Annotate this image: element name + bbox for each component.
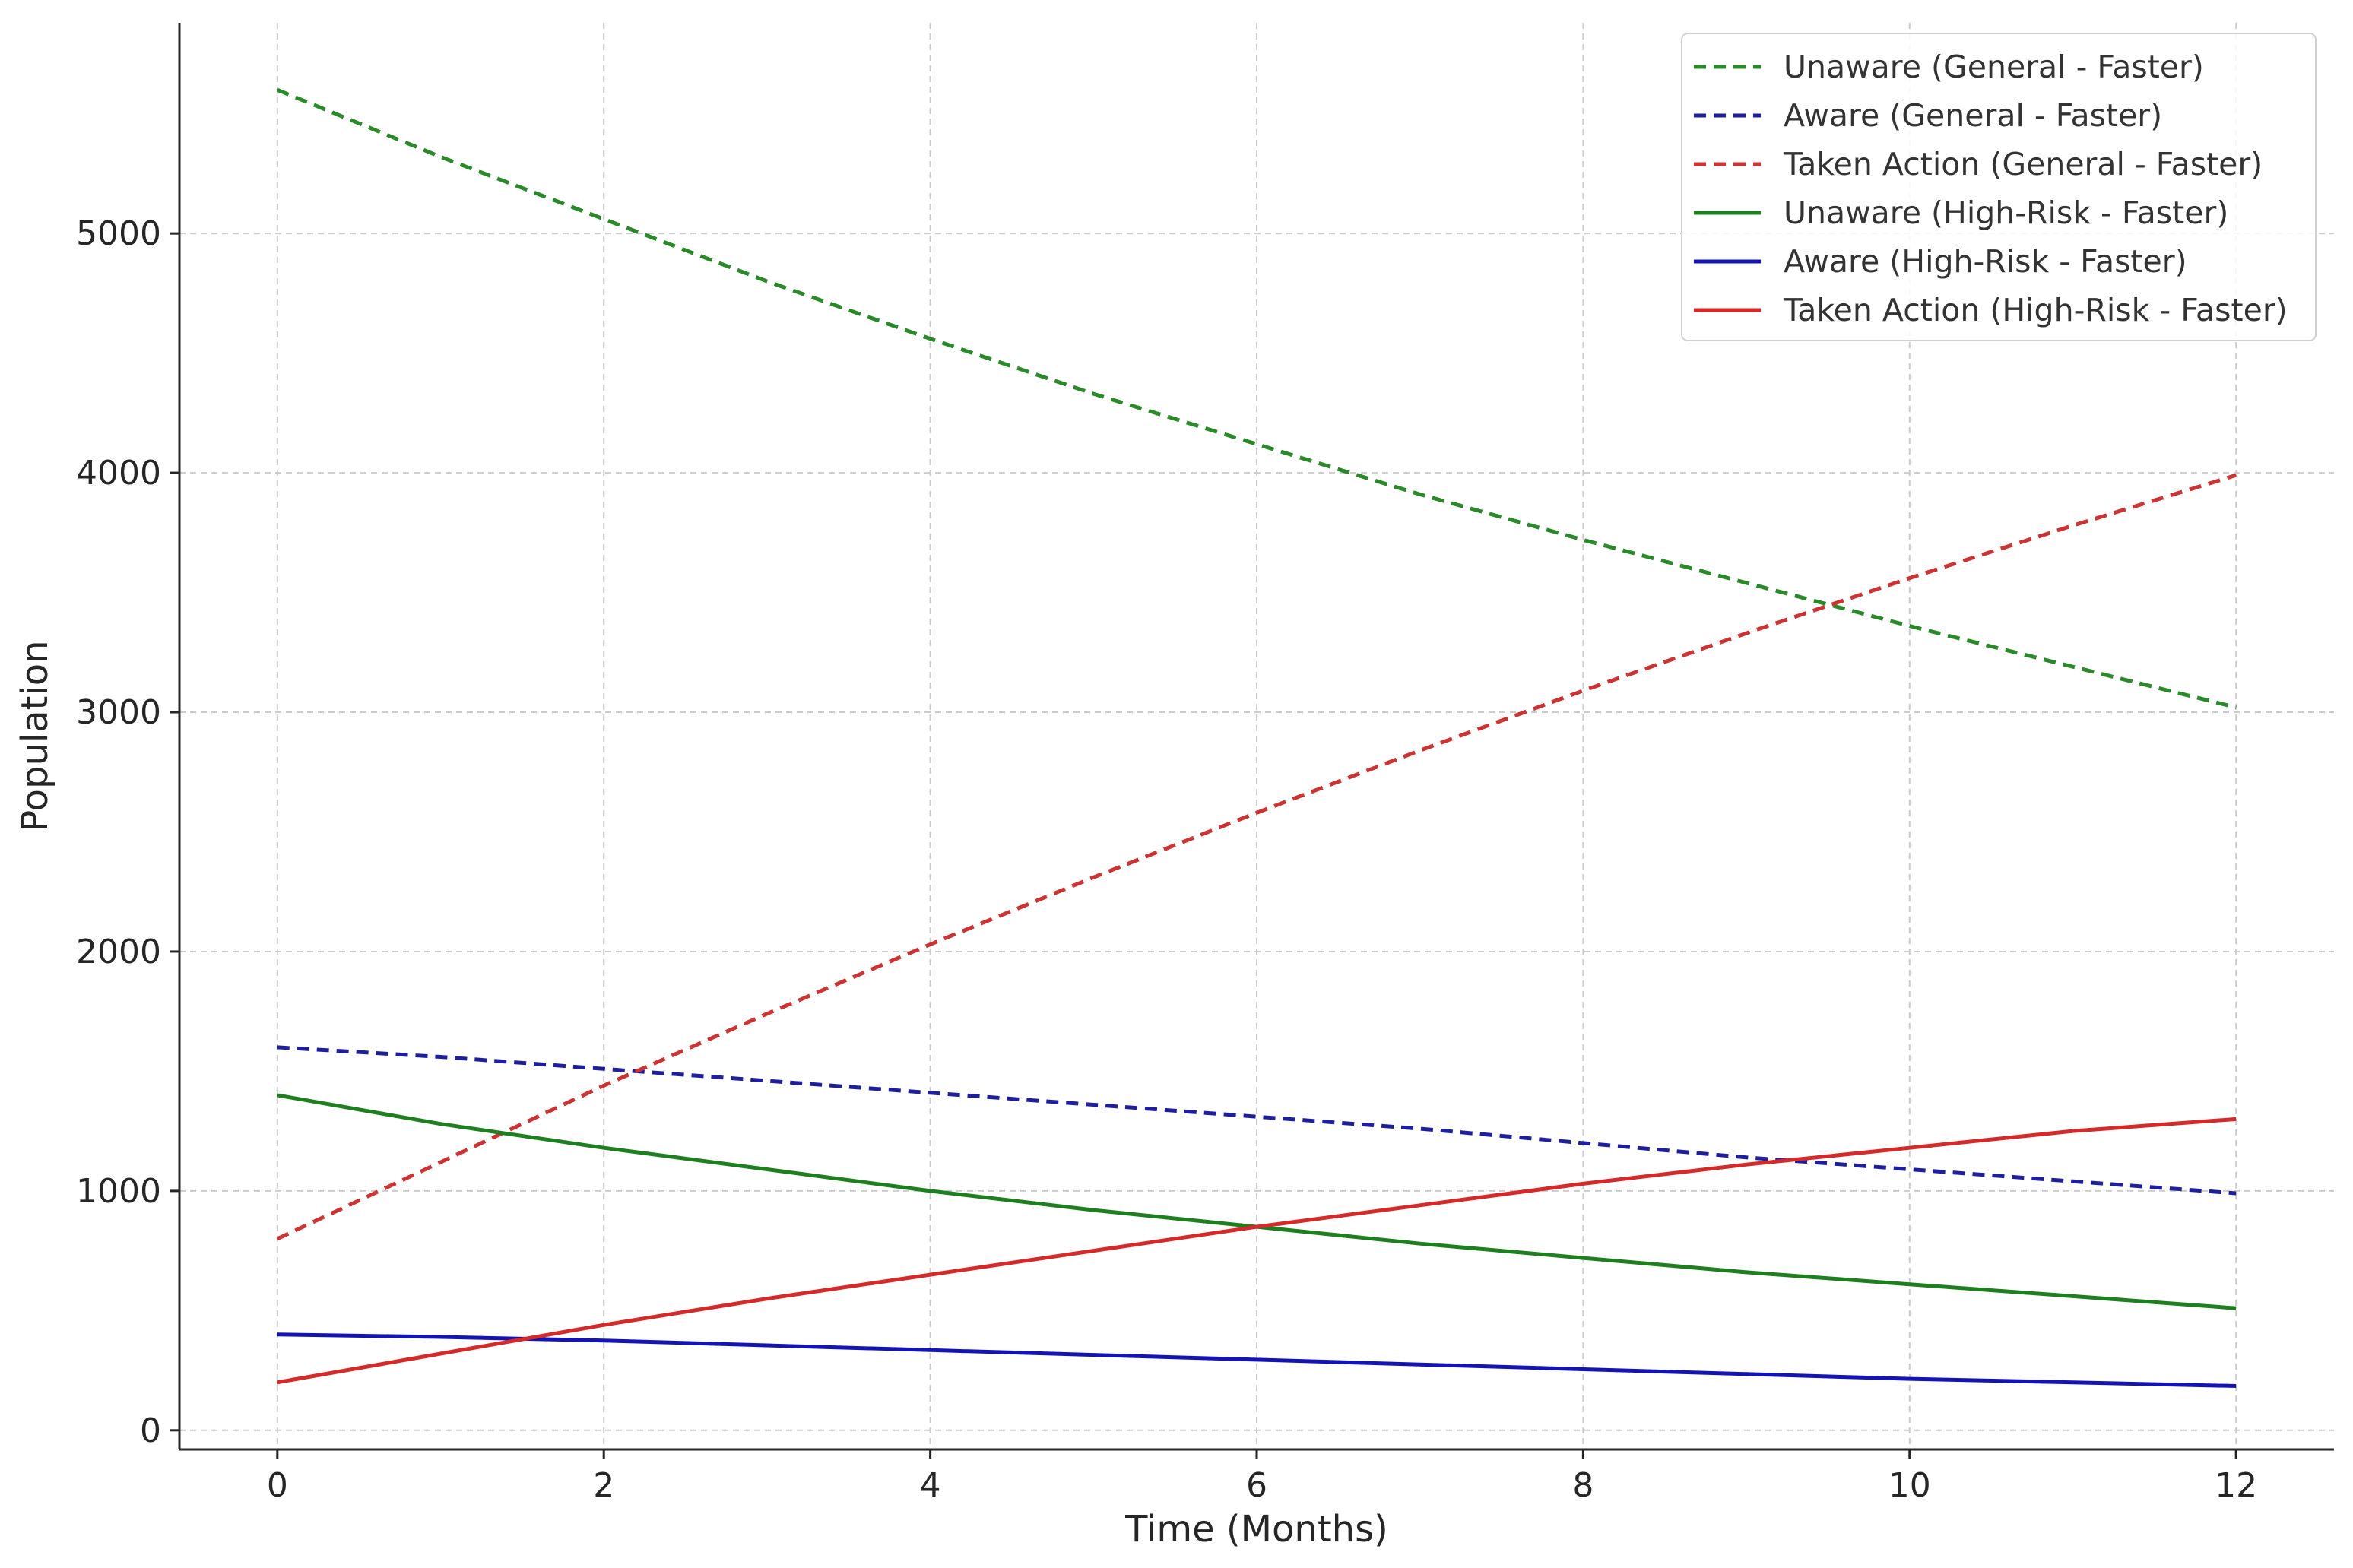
y-tick-label-3: 3000 [76,693,161,732]
x-tick-label-2: 4 [920,1466,941,1505]
legend-label-1: Aware (General - Faster) [1784,97,2162,134]
series-line-0 [276,87,2237,710]
legend-label-2: Taken Action (General - Faster) [1783,146,2263,182]
x-tick-label-0: 0 [267,1466,288,1505]
y-tick-label-1: 1000 [76,1172,161,1211]
x-tick-label-4: 8 [1572,1466,1594,1505]
x-tick-label-3: 6 [1246,1466,1267,1505]
series-line-3 [277,1093,2237,1310]
legend-label-4: Aware (High-Risk - Faster) [1784,243,2187,280]
x-tick-label-6: 12 [2215,1466,2257,1505]
series-line-4 [277,1332,2237,1388]
y-tick-label-2: 2000 [76,933,161,971]
x-axis-label: Time (Months) [1124,1508,1388,1551]
legend-label-3: Unaware (High-Risk - Faster) [1784,195,2228,231]
y-tick-label-0: 0 [140,1411,161,1450]
series-lines [276,87,2237,1388]
y-tick-label-5: 5000 [76,214,161,253]
y-axis-ticks: 0 1000 2000 3000 4000 5000 [76,214,179,1450]
legend-label-5: Taken Action (High-Risk - Faster) [1783,292,2288,328]
grid [179,23,2334,1449]
x-tick-label-5: 10 [1888,1466,1931,1505]
legend-label-0: Unaware (General - Faster) [1784,49,2204,85]
series-line-5 [277,1117,2237,1385]
y-tick-label-4: 4000 [76,454,161,493]
series-line-1 [277,1045,2237,1196]
series-line-2 [276,473,2237,1241]
y-axis-label: Population [14,640,56,832]
x-tick-label-1: 2 [593,1466,614,1505]
x-axis-ticks: 0 2 4 6 8 10 12 [267,1449,2257,1505]
legend-items: Unaware (General - Faster) Aware (General… [1694,49,2288,328]
legend: Unaware (General - Faster) Aware (General… [1681,33,2317,341]
legend-box [1681,33,2317,341]
